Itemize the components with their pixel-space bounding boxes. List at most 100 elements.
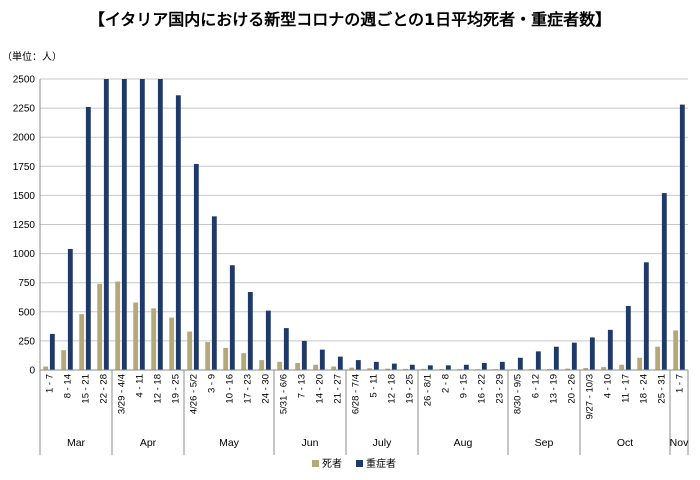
bar-deaths [565,368,571,370]
bar-deaths [61,350,67,370]
legend-swatch-severe [356,460,363,467]
bar-severe [571,342,577,370]
bar-deaths [169,317,175,370]
bar-deaths [79,314,85,370]
y-tick-label: 1250 [13,220,36,231]
y-tick-label: 2250 [13,104,36,115]
x-category-label: 5/31 - 6/6 [279,374,290,414]
bar-severe [391,363,397,370]
y-tick-label: 2000 [13,133,36,144]
bar-deaths [241,353,247,370]
x-month-label: Sep [535,437,554,449]
bar-deaths [223,347,229,370]
x-category-label: 14 - 20 [315,374,326,404]
chart-title: 【イタリア国内における新型コロナの週ごとの1日平均死者・重症者数】 [89,10,611,29]
legend: 死者 重症者 [312,457,396,470]
bar-deaths [331,366,337,370]
x-category-label: 4/26 - 5/2 [189,374,200,414]
x-category-label: 17 - 23 [243,374,254,404]
x-category-label: 3/29 - 4/4 [117,374,128,414]
legend-label-deaths: 死者 [322,458,342,470]
bar-severe [625,305,631,370]
bar-deaths [133,302,139,370]
bar-severe [157,79,163,370]
bar-severe [193,163,199,370]
bar-deaths [97,283,103,370]
bar-severe [229,265,235,370]
x-month-label: Oct [617,437,633,449]
bar-deaths [295,363,301,370]
bar-severe [121,79,127,370]
bar-severe [481,363,487,370]
bar-deaths [655,346,661,370]
bar-deaths [547,368,553,370]
bar-deaths [673,330,679,370]
x-category-label: 20 - 26 [567,374,578,404]
x-month-label: Aug [454,437,473,449]
x-category-label: 19 - 25 [405,374,416,404]
bar-severe [49,333,55,370]
y-axis-ticks: 0 250 500 750 1000 1250 1500 1750 2000 2250 2500 [13,75,36,377]
bar-deaths [43,366,49,370]
y-tick-label: 250 [18,336,35,347]
x-category-label: 15 - 21 [81,374,92,404]
bar-deaths [205,342,211,370]
bar-severe [103,79,109,370]
bar-deaths [385,368,391,370]
bar-deaths [277,361,283,370]
x-category-label: 7 - 13 [297,374,308,398]
bar-severe [355,360,361,370]
bar-deaths [583,368,589,370]
unit-label: （単位：人） [2,50,62,63]
bar-severe [679,104,685,370]
x-category-label: 5 - 11 [369,374,380,398]
y-tick-label: 500 [18,307,35,318]
x-axis-months: Mar Apr May Jun July Aug Sep Oct Nov [67,370,689,455]
y-tick-label: 0 [29,366,35,377]
x-month-label: Apr [140,437,157,449]
bar-severe [175,95,181,371]
bar-severe [661,193,667,370]
bar-severe [373,361,379,370]
bar-deaths [367,368,373,370]
x-category-label: 26 - 8/1 [423,374,434,406]
bar-deaths [601,367,607,370]
y-tick-label: 1500 [13,191,36,202]
bar-severe [139,79,145,370]
bar-severe [319,349,325,370]
x-category-label: 8 - 14 [63,374,74,398]
bar-deaths [637,357,643,370]
bar-deaths [619,364,625,370]
bar-severe [283,328,289,370]
y-tick-label: 750 [18,278,35,289]
bar-severe [553,346,559,370]
x-category-label: 9 - 15 [459,374,470,398]
x-category-label: 4 - 11 [135,374,146,398]
bar-deaths [151,308,157,370]
bar-severe [301,340,307,370]
bar-deaths [349,367,355,370]
bar-severe [499,361,505,370]
x-category-label: 12 - 18 [153,374,164,404]
x-category-label: 1 - 7 [675,374,686,393]
y-tick-label: 2500 [13,75,36,86]
x-month-label: July [373,437,392,449]
x-category-label: 23 - 29 [495,374,506,404]
bar-severe [211,216,217,370]
bar-severe [265,310,271,370]
x-category-label: 4 - 10 [603,374,614,398]
x-category-label: 24 - 30 [261,374,272,404]
bar-severe [85,106,91,370]
legend-label-severe: 重症者 [366,457,396,470]
x-month-label: Jun [302,437,319,449]
x-category-label: 13 - 19 [549,374,560,404]
x-category-label: 12 - 18 [387,374,398,404]
bar-severe [589,337,595,370]
x-axis-categories: 1 - 7 8 - 14 15 - 21 22 - 28 3/29 - 4/4 4 - 1… [45,374,686,419]
gridlines [40,78,688,371]
x-month-label: Mar [67,437,86,449]
x-category-label: 11 - 17 [621,374,632,403]
bar-severe [409,364,415,370]
y-tick-label: 1000 [13,249,36,260]
x-category-label: 25 - 31 [657,374,668,404]
